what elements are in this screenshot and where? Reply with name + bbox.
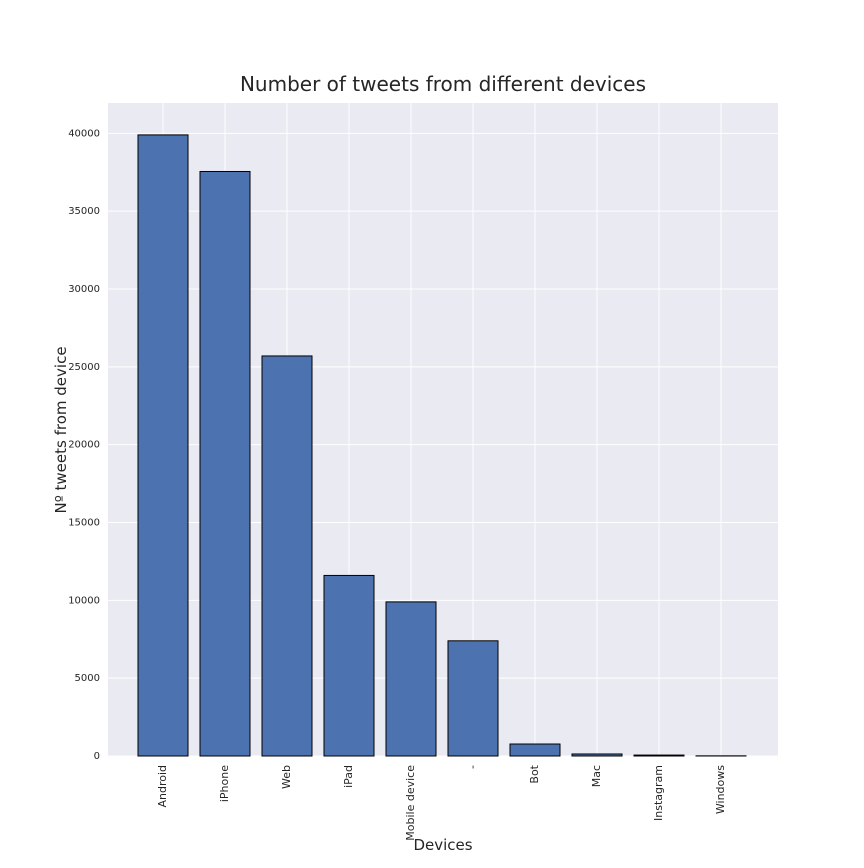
bar <box>448 641 498 756</box>
x-tick-label: Instagram <box>652 765 665 821</box>
x-tick-label: Bot <box>528 764 541 783</box>
bar <box>324 575 374 756</box>
x-tick-label: - <box>466 765 479 769</box>
bar <box>262 356 312 756</box>
y-tick-label: 15000 <box>68 518 100 529</box>
bar <box>386 602 436 756</box>
x-tick-label: Windows <box>714 765 727 814</box>
x-tick-label: iPhone <box>218 765 231 802</box>
y-tick-label: 35000 <box>68 206 100 217</box>
bar <box>510 744 560 756</box>
bar <box>572 754 622 756</box>
y-tick-label: 25000 <box>68 362 100 373</box>
bar <box>200 171 250 756</box>
x-axis-label: Devices <box>413 836 472 854</box>
y-tick-label: 40000 <box>68 128 100 139</box>
bar <box>138 135 188 756</box>
x-tick-label: iPad <box>342 765 355 788</box>
y-tick-label: 30000 <box>68 284 100 295</box>
x-tick-label: Android <box>156 765 169 808</box>
bar <box>634 755 684 756</box>
x-tick-label: Mobile device <box>404 765 417 841</box>
y-tick-label: 5000 <box>75 673 100 684</box>
y-tick-label: 20000 <box>68 440 100 451</box>
y-tick-label: 10000 <box>68 595 100 606</box>
y-tick-label: 0 <box>94 751 100 762</box>
x-tick-label: Web <box>280 765 293 789</box>
chart-title: Number of tweets from different devices <box>240 72 646 96</box>
x-tick-label: Mac <box>590 765 603 787</box>
